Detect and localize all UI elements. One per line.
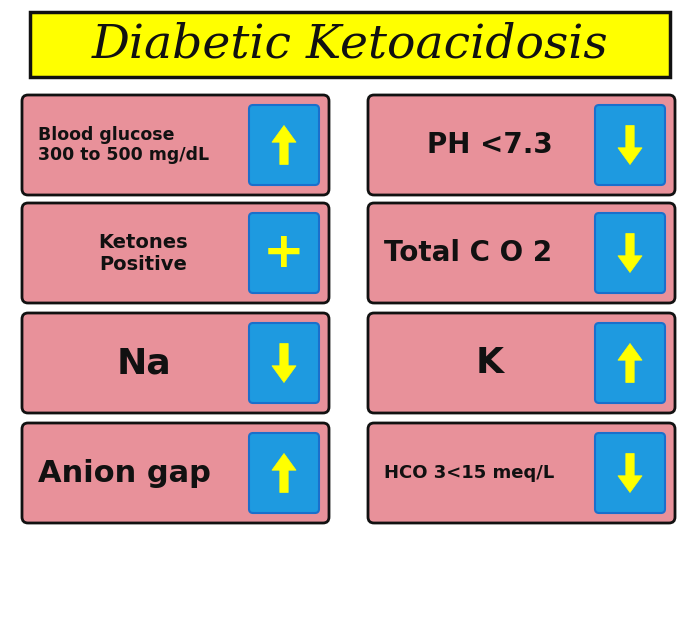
FancyBboxPatch shape xyxy=(368,423,675,523)
FancyBboxPatch shape xyxy=(249,323,319,403)
FancyBboxPatch shape xyxy=(22,95,329,195)
Polygon shape xyxy=(272,453,296,492)
FancyBboxPatch shape xyxy=(249,105,319,185)
FancyBboxPatch shape xyxy=(249,433,319,513)
Text: PH <7.3: PH <7.3 xyxy=(426,131,552,159)
Text: Ketones
Positive: Ketones Positive xyxy=(99,232,188,273)
FancyBboxPatch shape xyxy=(368,313,675,413)
Text: Anion gap: Anion gap xyxy=(38,458,211,487)
Polygon shape xyxy=(618,125,642,164)
FancyBboxPatch shape xyxy=(22,203,329,303)
FancyBboxPatch shape xyxy=(22,313,329,413)
Polygon shape xyxy=(618,453,642,492)
Text: Total C O 2: Total C O 2 xyxy=(384,239,552,267)
Polygon shape xyxy=(272,343,296,383)
Polygon shape xyxy=(272,125,296,164)
FancyBboxPatch shape xyxy=(368,203,675,303)
Text: Diabetic Ketoacidosis: Diabetic Ketoacidosis xyxy=(92,22,608,67)
FancyBboxPatch shape xyxy=(595,213,665,293)
FancyBboxPatch shape xyxy=(595,323,665,403)
Text: +: + xyxy=(263,229,305,277)
Text: Na: Na xyxy=(116,346,171,380)
FancyBboxPatch shape xyxy=(595,433,665,513)
FancyBboxPatch shape xyxy=(249,213,319,293)
FancyBboxPatch shape xyxy=(30,12,670,77)
Polygon shape xyxy=(618,343,642,383)
Text: Blood glucose
300 to 500 mg/dL: Blood glucose 300 to 500 mg/dL xyxy=(38,126,209,164)
Polygon shape xyxy=(618,234,642,273)
FancyBboxPatch shape xyxy=(22,423,329,523)
FancyBboxPatch shape xyxy=(595,105,665,185)
FancyBboxPatch shape xyxy=(368,95,675,195)
Text: K: K xyxy=(475,346,503,380)
Text: HCO 3<15 meq/L: HCO 3<15 meq/L xyxy=(384,464,554,482)
